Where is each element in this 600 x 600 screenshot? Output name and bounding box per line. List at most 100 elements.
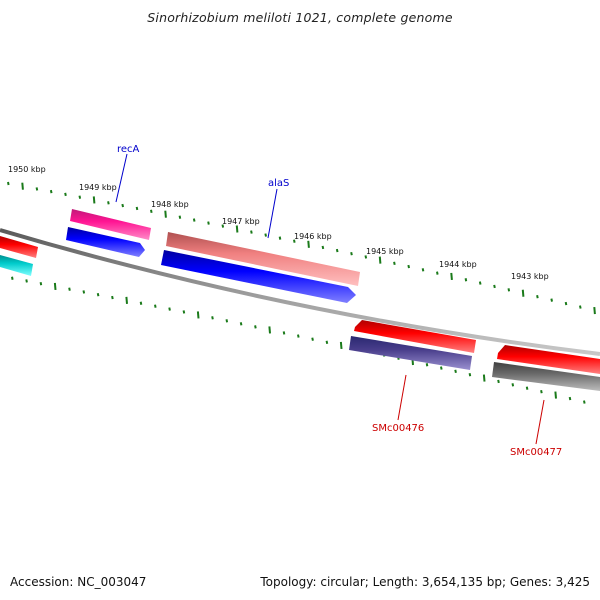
upper-ruler-ticks: [7, 181, 596, 315]
upper-ruler-minor-tick: [321, 245, 325, 250]
upper-ruler-minor-tick: [207, 221, 210, 225]
accession-text: Accession: NC_003047: [10, 575, 147, 589]
upper-ruler-major-tick: [307, 240, 310, 248]
upper-ruler-major-tick: [235, 225, 239, 233]
upper-ruler-minor-tick: [107, 201, 110, 205]
gene-label-SMc00477[interactable]: SMc00477: [510, 447, 562, 458]
lower-ruler-major-tick: [554, 391, 557, 399]
upper-ruler-minor-tick: [364, 255, 368, 259]
upper-ruler-minor-tick: [121, 203, 124, 208]
lower-ruler-minor-tick: [68, 287, 71, 291]
upper-ruler-minor-tick: [478, 281, 482, 285]
lower-ruler-ticks: [11, 276, 586, 404]
ruler-label-1949: 1949 kbp: [79, 183, 117, 192]
upper-ruler-minor-tick: [35, 187, 39, 191]
upper-ruler-minor-tick: [350, 252, 353, 256]
lower-ruler-minor-tick: [182, 310, 186, 314]
ruler-label-1948: 1948 kbp: [151, 200, 189, 209]
lower-ruler-minor-tick: [440, 366, 443, 370]
lower-ruler-minor-tick: [425, 363, 429, 367]
upper-ruler-minor-tick: [464, 278, 468, 282]
lower-ruler-major-tick: [196, 311, 200, 319]
lower-ruler-minor-tick: [282, 331, 286, 335]
upper-ruler-minor-tick: [264, 233, 267, 237]
upper-ruler-minor-tick: [550, 298, 553, 302]
lower-ruler-minor-tick: [11, 276, 14, 280]
lower-ruler-minor-tick: [154, 304, 157, 308]
gene-SMc00477[interactable]: [492, 362, 600, 391]
lower-ruler-minor-tick: [239, 322, 243, 326]
lower-ruler-major-tick: [125, 296, 128, 304]
ruler-label-1945: 1945 kbp: [366, 247, 404, 256]
ruler-label-1950: 1950 kbp: [8, 165, 46, 174]
upper-ruler-minor-tick: [536, 294, 539, 299]
upper-ruler-major-tick: [378, 256, 382, 264]
lower-ruler-minor-tick: [540, 389, 543, 394]
gene-label-alaS[interactable]: alaS: [268, 178, 289, 189]
lower-ruler-minor-tick: [96, 293, 100, 297]
lower-ruler-minor-tick: [111, 295, 114, 300]
gene-label-SMc00476[interactable]: SMc00476: [372, 423, 424, 434]
lower-ruler-minor-tick: [511, 383, 515, 387]
upper-ruler-minor-tick: [293, 239, 296, 243]
lower-ruler-major-tick: [268, 326, 271, 334]
upper-ruler-minor-tick: [178, 215, 182, 219]
lower-ruler-minor-tick: [211, 316, 214, 320]
upper-ruler-minor-tick: [564, 301, 568, 306]
lower-ruler-minor-tick: [497, 379, 500, 384]
gene-SMc00477-upper[interactable]: [497, 345, 600, 374]
upper-ruler-minor-tick: [507, 288, 511, 292]
SMc00477-leader-line: [535, 399, 545, 445]
upper-ruler-major-tick: [521, 289, 525, 297]
alaS-leader-line: [267, 188, 278, 239]
upper-ruler-minor-tick: [221, 224, 225, 228]
upper-ruler-major-tick: [92, 196, 96, 204]
upper-ruler-minor-tick: [7, 181, 10, 186]
lower-ruler-minor-tick: [583, 400, 586, 404]
lower-ruler-minor-tick: [25, 279, 28, 283]
lower-ruler-minor-tick: [168, 307, 171, 311]
gene-alaS[interactable]: [161, 250, 356, 303]
upper-ruler-minor-tick: [78, 195, 82, 199]
upper-ruler-minor-tick: [278, 236, 282, 240]
upper-ruler-minor-tick: [135, 206, 139, 211]
genome-backbone: [0, 228, 600, 356]
upper-ruler-minor-tick: [421, 268, 425, 272]
lower-ruler-minor-tick: [297, 334, 300, 338]
ruler-label-1943: 1943 kbp: [511, 272, 549, 281]
lower-ruler-minor-tick: [525, 386, 529, 390]
gene-red-left-edge[interactable]: [0, 236, 38, 258]
gene-label-recA[interactable]: recA: [117, 144, 140, 155]
upper-ruler-minor-tick: [335, 248, 339, 253]
upper-ruler-minor-tick: [64, 192, 67, 197]
gene-pink-recA-upper[interactable]: [70, 209, 151, 240]
lower-ruler-minor-tick: [139, 301, 143, 305]
upper-ruler-major-tick: [593, 307, 596, 315]
upper-ruler-minor-tick: [192, 218, 196, 222]
upper-ruler-minor-tick: [579, 305, 582, 309]
ruler-label-1947: 1947 kbp: [222, 217, 260, 226]
gene-SMc00476-upper[interactable]: [354, 320, 476, 353]
lower-ruler-minor-tick: [468, 372, 472, 377]
upper-ruler-major-tick: [450, 272, 453, 281]
upper-ruler-major-tick: [21, 182, 24, 190]
lower-ruler-minor-tick: [325, 340, 329, 344]
gene-salmon-alaS-upper[interactable]: [166, 232, 360, 286]
lower-ruler-minor-tick: [39, 281, 43, 286]
lower-ruler-minor-tick: [568, 396, 572, 401]
upper-ruler-minor-tick: [436, 271, 439, 275]
lower-ruler-minor-tick: [254, 325, 257, 329]
upper-ruler-minor-tick: [150, 209, 153, 214]
SMc00476-leader-line: [397, 374, 407, 421]
upper-ruler-minor-tick: [49, 189, 53, 194]
genome-stats-text: Topology: circular; Length: 3,654,135 bp…: [260, 575, 590, 589]
ruler-label-1946: 1946 kbp: [294, 232, 332, 241]
lower-ruler-minor-tick: [82, 290, 86, 294]
gene-recA[interactable]: [66, 227, 145, 257]
gene-cyan-left-edge[interactable]: [0, 255, 33, 276]
lower-ruler-major-tick: [482, 374, 486, 382]
upper-ruler-minor-tick: [393, 261, 396, 266]
lower-ruler-minor-tick: [225, 319, 229, 323]
gene-SMc00476[interactable]: [349, 336, 472, 370]
